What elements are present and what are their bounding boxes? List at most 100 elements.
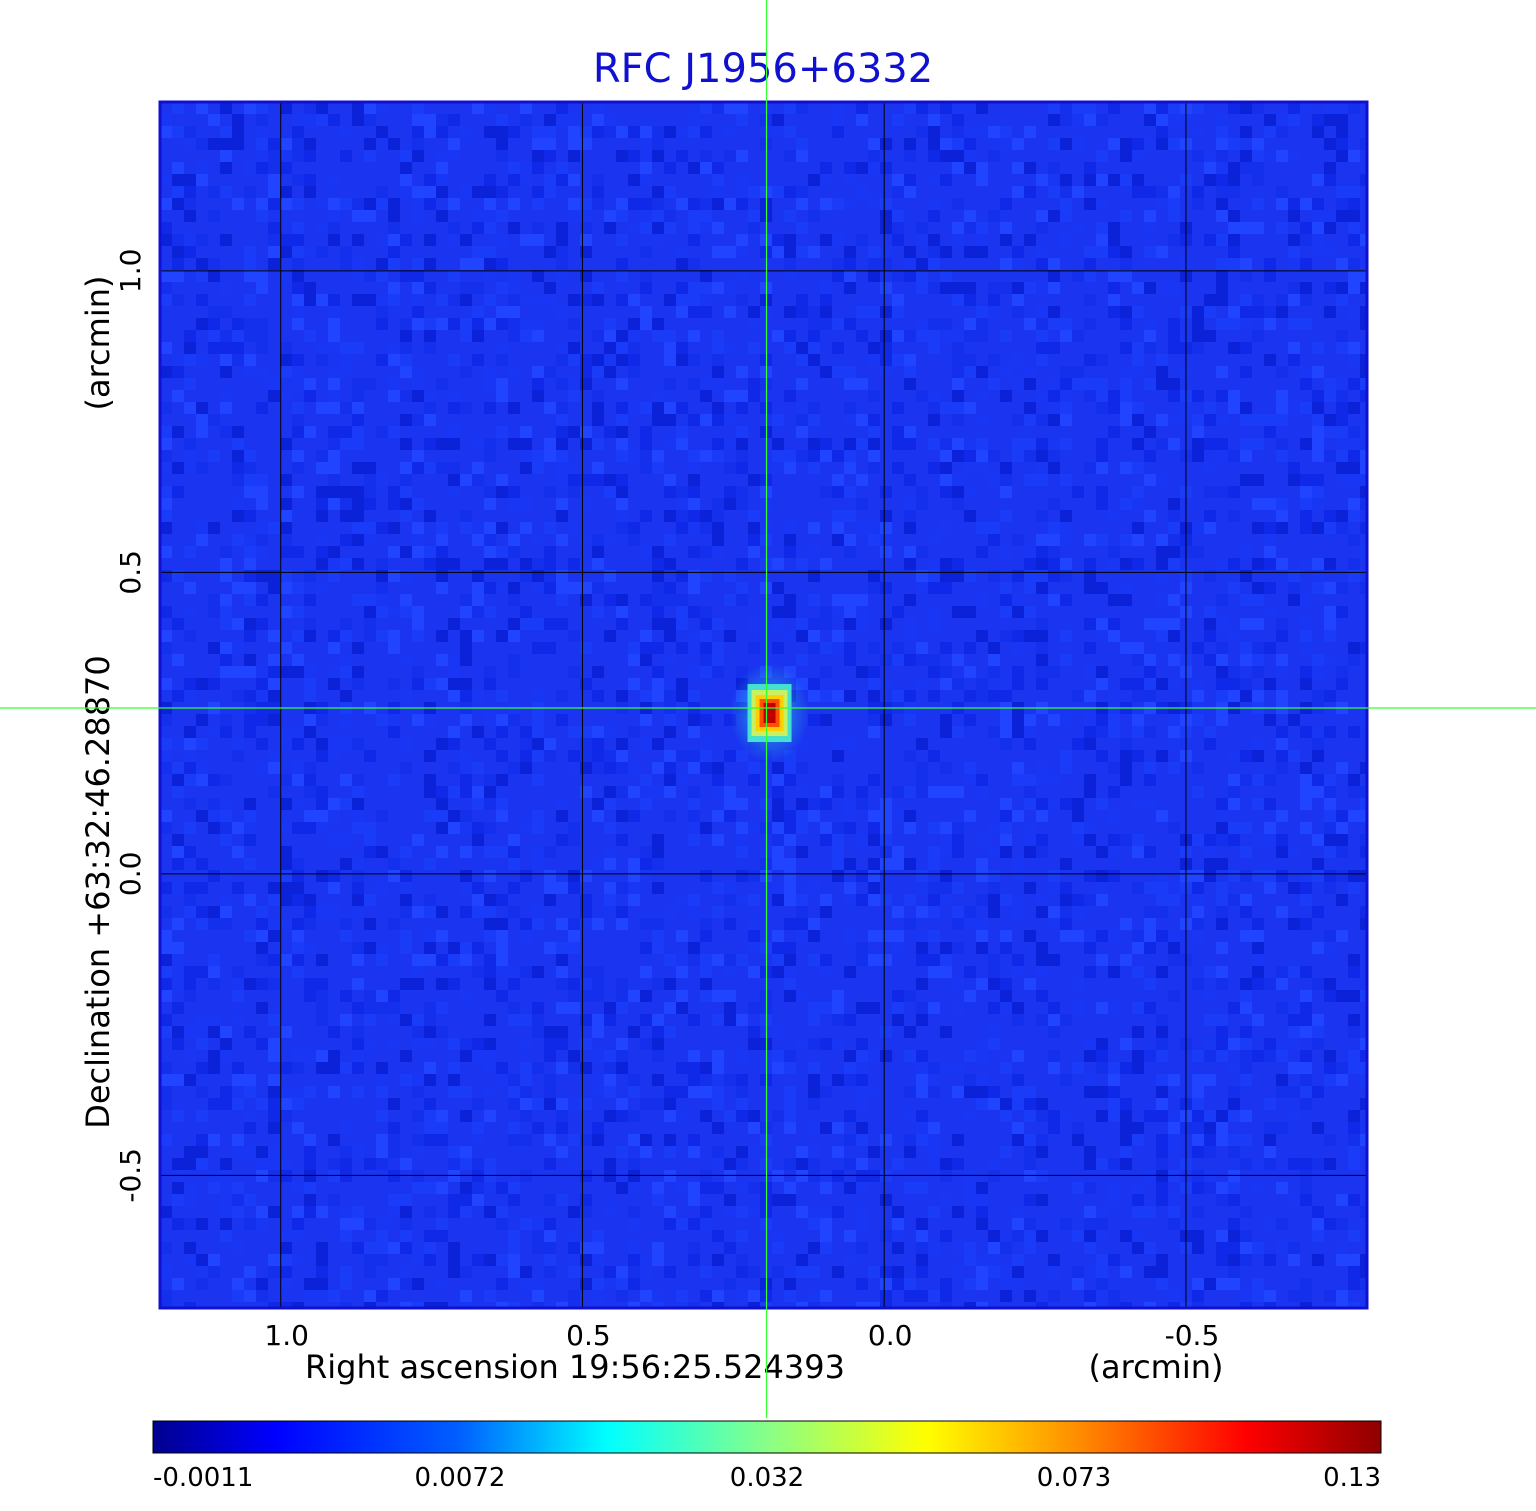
noise-pixel — [532, 222, 544, 234]
noise-pixel — [868, 426, 880, 438]
noise-pixel — [244, 186, 256, 198]
noise-pixel — [796, 414, 808, 426]
noise-pixel — [172, 690, 184, 702]
noise-pixel — [280, 1302, 292, 1308]
noise-pixel — [412, 138, 424, 150]
noise-pixel — [652, 678, 664, 690]
noise-pixel — [388, 726, 400, 738]
noise-pixel — [328, 810, 340, 822]
noise-pixel — [1144, 378, 1156, 390]
noise-pixel — [1300, 966, 1312, 978]
y-tick-label: -0.5 — [114, 1148, 147, 1203]
noise-pixel — [1084, 462, 1096, 474]
noise-pixel — [280, 870, 292, 882]
noise-pixel — [832, 258, 844, 270]
noise-pixel — [1060, 318, 1072, 330]
noise-pixel — [160, 606, 172, 618]
noise-pixel — [1264, 1146, 1276, 1158]
noise-pixel — [412, 378, 424, 390]
noise-pixel — [532, 462, 544, 474]
noise-pixel — [796, 918, 808, 930]
noise-pixel — [1348, 102, 1360, 114]
noise-pixel — [1036, 570, 1048, 582]
noise-pixel — [964, 210, 976, 222]
noise-pixel — [580, 1014, 592, 1026]
noise-pixel — [904, 1278, 916, 1290]
noise-pixel — [916, 546, 928, 558]
noise-pixel — [580, 990, 592, 1002]
noise-pixel — [856, 1050, 868, 1062]
noise-pixel — [544, 642, 556, 654]
noise-pixel — [436, 114, 448, 126]
noise-pixel — [1336, 1254, 1348, 1266]
noise-pixel — [796, 990, 808, 1002]
noise-pixel — [1192, 642, 1204, 654]
noise-pixel — [952, 150, 964, 162]
noise-pixel — [1216, 294, 1228, 306]
noise-pixel — [1348, 1026, 1360, 1038]
noise-pixel — [1012, 1002, 1024, 1014]
noise-pixel — [652, 450, 664, 462]
noise-pixel — [544, 486, 556, 498]
noise-pixel — [508, 882, 520, 894]
noise-pixel — [436, 930, 448, 942]
noise-pixel — [868, 270, 880, 282]
noise-pixel — [544, 1098, 556, 1110]
noise-pixel — [1060, 378, 1072, 390]
noise-pixel — [400, 882, 412, 894]
noise-pixel — [1096, 534, 1108, 546]
noise-pixel — [1108, 618, 1120, 630]
noise-pixel — [376, 306, 388, 318]
noise-pixel — [496, 234, 508, 246]
noise-pixel — [604, 1206, 616, 1218]
noise-pixel — [1252, 558, 1264, 570]
noise-pixel — [580, 138, 592, 150]
noise-pixel — [700, 270, 712, 282]
noise-pixel — [964, 126, 976, 138]
noise-pixel — [196, 234, 208, 246]
noise-pixel — [340, 510, 352, 522]
noise-pixel — [244, 690, 256, 702]
noise-pixel — [772, 186, 784, 198]
noise-pixel — [172, 270, 184, 282]
noise-pixel — [1024, 186, 1036, 198]
noise-pixel — [1300, 594, 1312, 606]
noise-pixel — [1084, 1158, 1096, 1170]
noise-pixel — [376, 426, 388, 438]
noise-pixel — [1348, 654, 1360, 666]
noise-pixel — [544, 558, 556, 570]
noise-pixel — [616, 1002, 628, 1014]
noise-pixel — [1228, 510, 1240, 522]
noise-pixel — [544, 450, 556, 462]
noise-pixel — [460, 762, 472, 774]
noise-pixel — [364, 198, 376, 210]
noise-pixel — [688, 198, 700, 210]
noise-pixel — [700, 390, 712, 402]
noise-pixel — [688, 1086, 700, 1098]
noise-pixel — [856, 1074, 868, 1086]
noise-pixel — [508, 858, 520, 870]
noise-pixel — [400, 510, 412, 522]
noise-pixel — [904, 714, 916, 726]
noise-pixel — [1300, 990, 1312, 1002]
noise-pixel — [952, 354, 964, 366]
noise-pixel — [1132, 486, 1144, 498]
noise-pixel — [160, 738, 172, 750]
noise-pixel — [832, 690, 844, 702]
noise-pixel — [364, 522, 376, 534]
noise-pixel — [1360, 390, 1367, 402]
noise-pixel — [352, 954, 364, 966]
noise-pixel — [568, 390, 580, 402]
noise-pixel — [688, 642, 700, 654]
noise-pixel — [736, 198, 748, 210]
noise-pixel — [1024, 774, 1036, 786]
noise-pixel — [532, 1002, 544, 1014]
noise-pixel — [1132, 306, 1144, 318]
noise-pixel — [184, 438, 196, 450]
noise-pixel — [316, 822, 328, 834]
noise-pixel — [1168, 738, 1180, 750]
noise-pixel — [592, 414, 604, 426]
noise-pixel — [1168, 954, 1180, 966]
noise-pixel — [508, 978, 520, 990]
noise-pixel — [616, 210, 628, 222]
